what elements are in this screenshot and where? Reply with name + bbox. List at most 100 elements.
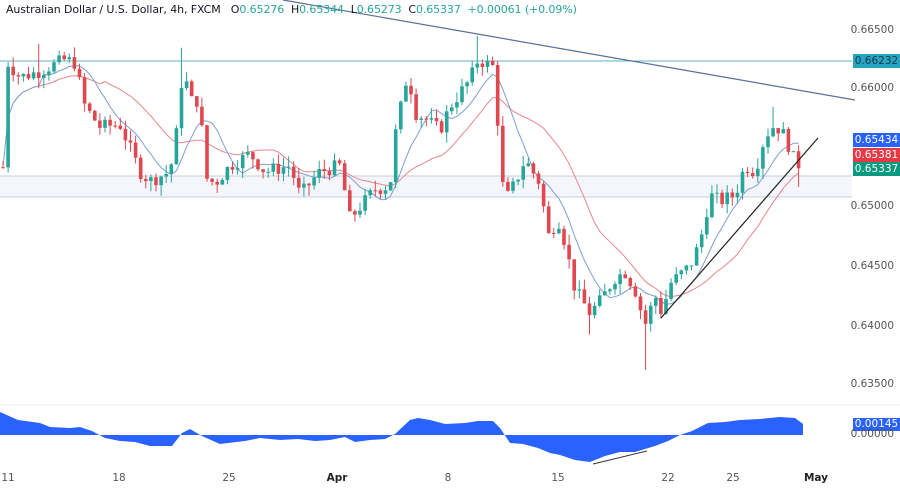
candle-body <box>439 121 444 133</box>
candle-body <box>62 55 66 60</box>
candle-body <box>761 147 765 169</box>
candle-body <box>424 118 429 120</box>
candle-body <box>597 295 602 306</box>
candle-body <box>393 129 398 183</box>
candle-body <box>82 77 87 104</box>
time-tick: 25 <box>222 472 236 484</box>
candle-body <box>608 289 612 292</box>
open-value: 0.65276 <box>239 3 285 16</box>
candle-body <box>184 81 189 88</box>
candle-body <box>552 232 556 234</box>
time-tick: May <box>803 472 829 484</box>
candle-body <box>195 96 199 107</box>
candle-body <box>36 72 41 79</box>
candle-body <box>664 299 668 314</box>
close-value: 0.65337 <box>415 3 461 16</box>
candle-body <box>623 274 627 279</box>
candle-body <box>674 274 678 283</box>
candle-body <box>42 74 46 79</box>
candle-body <box>297 177 301 188</box>
candle-body <box>368 190 372 196</box>
candle-body <box>730 192 735 198</box>
candle-body <box>460 86 464 103</box>
time-tick: 25 <box>726 472 740 484</box>
low-value: 0.65273 <box>356 3 402 16</box>
candle-body <box>725 192 729 205</box>
candle-body <box>480 63 485 67</box>
symbol-title: Australian Dollar / U.S. Dollar, 4h, FXC… <box>6 3 221 16</box>
candle-body <box>643 310 648 324</box>
price-tick: 0.65000 <box>850 200 894 212</box>
candle-body <box>455 102 459 108</box>
candle-body <box>506 181 510 191</box>
candle-body <box>470 67 474 83</box>
candle-body <box>669 282 673 300</box>
candle-body <box>149 177 153 182</box>
candle-body <box>123 128 128 141</box>
candle-body <box>531 163 536 174</box>
candle-body <box>557 228 561 234</box>
support-zone <box>0 176 852 197</box>
candle-body <box>771 128 775 137</box>
time-tick: 8 <box>444 472 452 484</box>
candle-body <box>1 167 5 169</box>
ma-slow-line <box>7 75 799 298</box>
ma-fast-price-label: 0.65434 <box>853 133 900 147</box>
candle-body <box>103 119 107 128</box>
candle-body <box>189 81 194 97</box>
candle-body <box>230 167 235 170</box>
resistance-price-label: 0.66232 <box>853 54 900 68</box>
change-value: +0.00061 (+0.09%) <box>467 3 577 16</box>
candle-body <box>603 291 607 296</box>
candle-body <box>750 173 755 177</box>
oscillator-zero-tick: 0.00000 <box>850 428 894 440</box>
candle-body <box>31 72 36 79</box>
candle-body <box>582 289 587 304</box>
candle-body <box>67 57 72 60</box>
candle-body <box>587 303 592 316</box>
candle-body <box>276 163 281 174</box>
candle-body <box>6 66 10 168</box>
candle-body <box>521 166 525 180</box>
candle-body <box>77 68 82 78</box>
high-value: 0.65344 <box>299 3 344 16</box>
candle-body <box>16 75 21 77</box>
candle-body <box>348 190 352 212</box>
candle-body <box>628 278 633 287</box>
candle-body <box>251 152 255 160</box>
price-tick: 0.64000 <box>850 320 894 332</box>
candle-body <box>164 174 168 177</box>
candle-body <box>291 166 296 178</box>
candle-body <box>781 128 786 134</box>
candle-body <box>699 234 704 248</box>
candle-body <box>327 171 332 176</box>
candle-body <box>133 142 138 158</box>
candle-body <box>93 110 97 121</box>
candle-body <box>419 118 423 120</box>
candle-body <box>735 192 740 198</box>
candle-body <box>516 179 520 182</box>
candle-body <box>26 73 31 79</box>
candle-body <box>98 120 102 128</box>
price-tick: 0.66500 <box>850 24 894 36</box>
candle-body <box>154 177 158 186</box>
candle-body <box>648 305 653 324</box>
candle-body <box>791 151 796 153</box>
candle-body <box>618 274 622 285</box>
candle-body <box>444 111 449 133</box>
candle-body <box>363 195 367 211</box>
candle-body <box>511 181 515 191</box>
candle-body <box>302 183 306 188</box>
candle-body <box>57 55 61 63</box>
oscillator-value-label: 0.00145 <box>853 418 900 431</box>
candle-body <box>592 305 597 316</box>
candle-body <box>47 71 51 75</box>
candle-body <box>388 182 393 191</box>
candle-body <box>358 210 362 215</box>
divergence-line <box>592 450 648 465</box>
candle-body <box>633 286 638 297</box>
candle-body <box>261 169 265 173</box>
descending-trendline <box>282 0 856 101</box>
time-tick: Apr <box>326 472 348 484</box>
